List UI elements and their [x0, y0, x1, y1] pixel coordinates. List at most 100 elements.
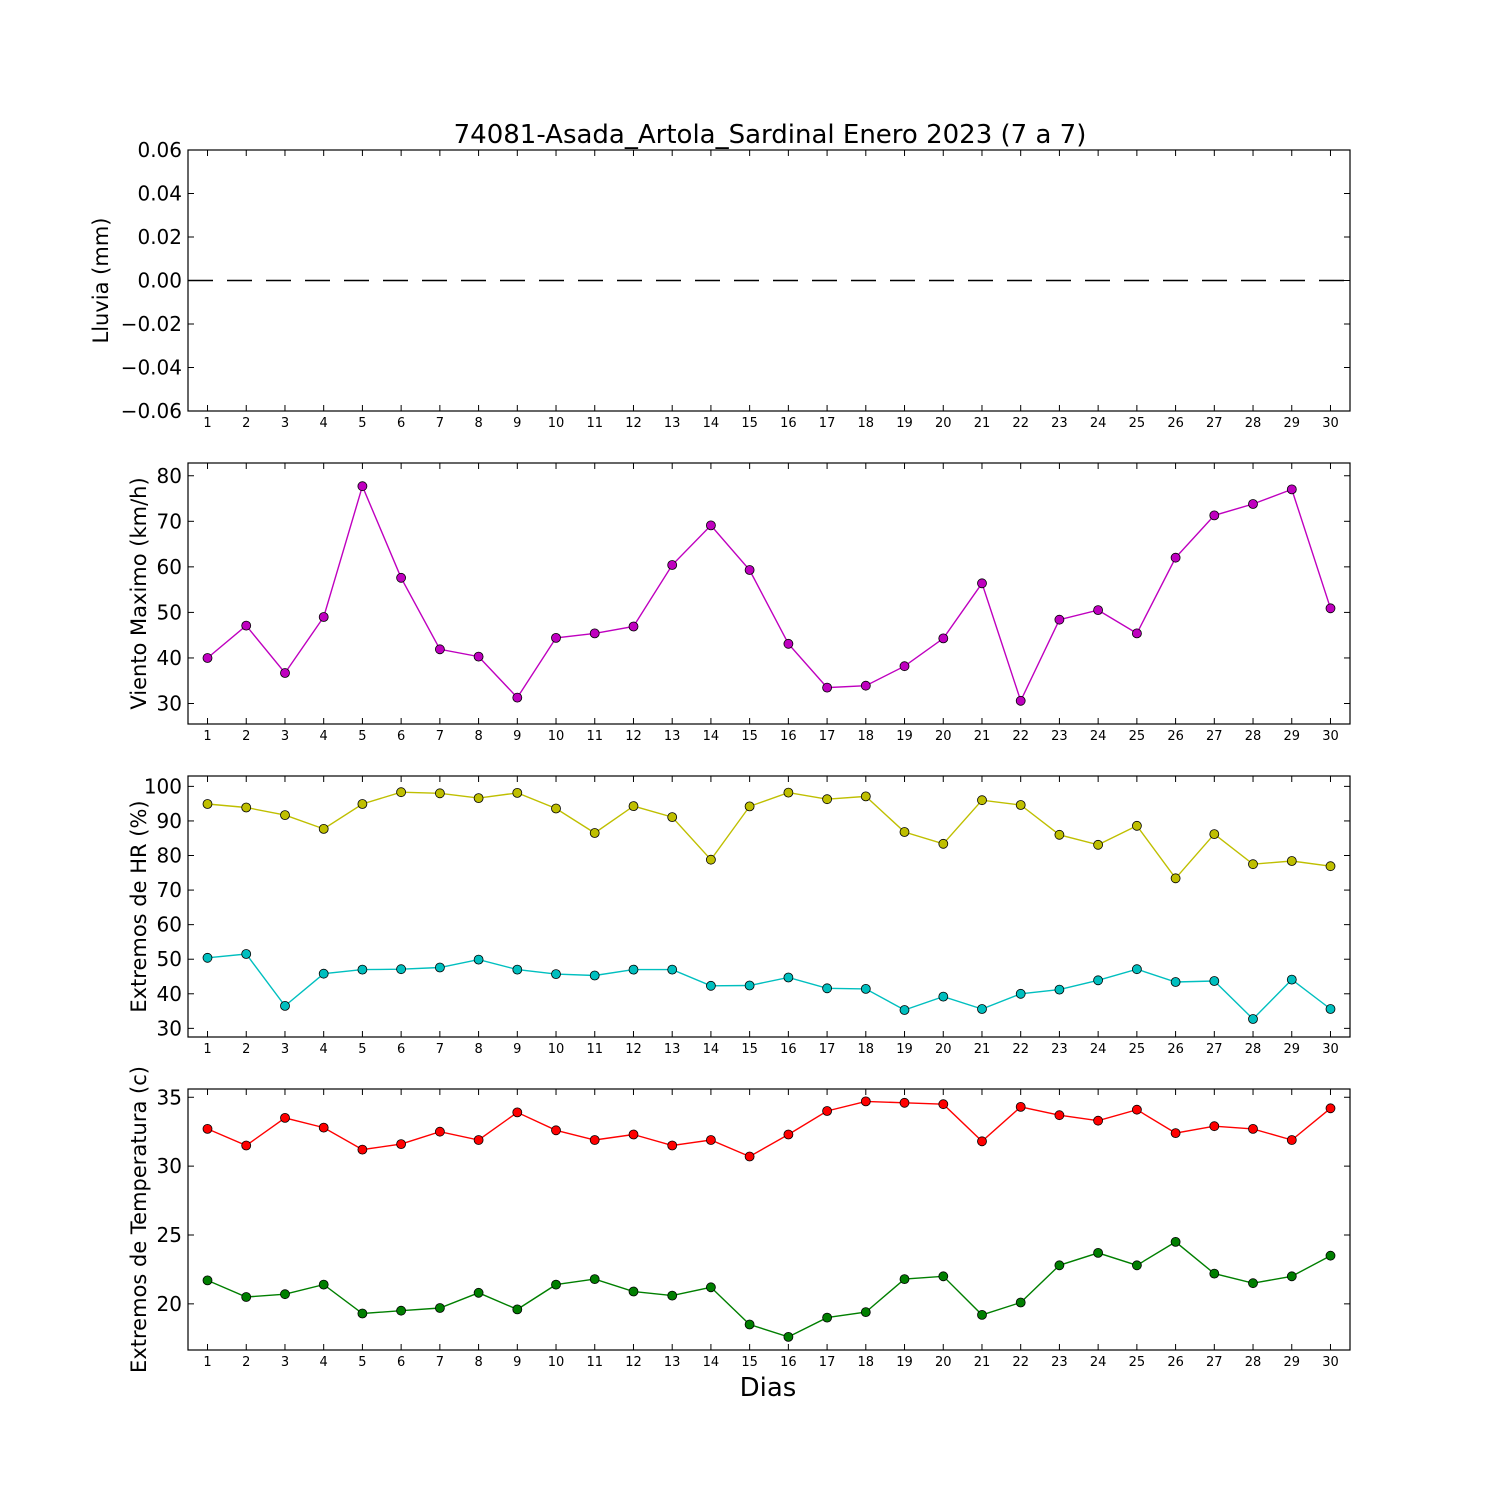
- x-tick-label: 1: [203, 1042, 211, 1057]
- data-point: [280, 810, 290, 820]
- data-point: [706, 854, 716, 865]
- x-tick-label: 14: [703, 416, 720, 431]
- x-tick-label: 22: [1012, 416, 1029, 431]
- data-point: [318, 1122, 329, 1133]
- data-point: [1209, 1121, 1220, 1132]
- data-point: [1093, 975, 1103, 986]
- data-point: [357, 1144, 368, 1155]
- x-tick-label: 10: [548, 416, 565, 431]
- x-tick-label: 3: [281, 1355, 289, 1370]
- data-point: [434, 962, 445, 973]
- data-point: [473, 793, 484, 803]
- x-tick-label: 24: [1090, 1355, 1107, 1370]
- y-tick-label: 30: [157, 692, 182, 716]
- data-point: [783, 1332, 794, 1342]
- data-point: [241, 802, 252, 813]
- x-tick-label: 15: [741, 1042, 758, 1057]
- x-tick-label: 8: [474, 1042, 482, 1057]
- data-point: [434, 644, 445, 655]
- data-point: [1170, 873, 1181, 884]
- data-point: [434, 1126, 445, 1137]
- x-tick-label: 10: [548, 1042, 565, 1057]
- y-tick-label: 50: [157, 600, 182, 624]
- data-point: [822, 1106, 832, 1116]
- x-tick-label: 29: [1283, 1042, 1300, 1057]
- x-tick-label: 3: [281, 416, 289, 431]
- y-tick-label: 0.00: [137, 269, 182, 293]
- data-point: [667, 1140, 678, 1151]
- x-tick-label: 11: [586, 729, 603, 744]
- data-point: [706, 980, 716, 991]
- data-point: [1132, 820, 1142, 831]
- data-point: [512, 692, 523, 703]
- x-tick-label: 28: [1245, 1042, 1262, 1057]
- x-tick-label: 21: [974, 416, 991, 431]
- data-point: [1209, 1268, 1220, 1279]
- x-tick-label: 14: [703, 1042, 720, 1057]
- x-tick-label: 17: [819, 1042, 836, 1057]
- plot-frame: [187, 775, 1351, 1038]
- data-point: [396, 964, 407, 975]
- data-point: [473, 954, 484, 965]
- data-point: [280, 1001, 290, 1011]
- data-point: [1325, 1250, 1336, 1261]
- x-tick-label: 22: [1012, 1042, 1029, 1057]
- x-tick-label: 27: [1206, 416, 1223, 431]
- x-tick-label: 25: [1129, 1042, 1146, 1057]
- x-tick-label: 1: [203, 416, 211, 431]
- data-point: [1132, 628, 1142, 639]
- x-tick-label: 16: [780, 416, 797, 431]
- x-tick-label: 13: [664, 729, 681, 744]
- data-point: [783, 972, 794, 983]
- x-tick-label: 12: [625, 416, 642, 431]
- x-tick-label: 14: [703, 1355, 720, 1370]
- data-point: [589, 628, 600, 639]
- data-point: [241, 1292, 252, 1302]
- data-point: [899, 661, 910, 672]
- data-point: [1054, 829, 1065, 840]
- data-point: [1132, 1104, 1142, 1115]
- data-point: [1286, 974, 1297, 985]
- x-tick-label: 21: [974, 1042, 991, 1057]
- data-point: [1248, 859, 1258, 870]
- x-tick-label: 10: [548, 729, 565, 744]
- x-tick-label: 2: [242, 416, 250, 431]
- series-line-1: [207, 1100, 1331, 1158]
- data-point: [783, 1129, 794, 1140]
- data-point: [473, 651, 484, 662]
- data-point: [396, 787, 407, 798]
- y-tick-label: 0.02: [137, 225, 182, 249]
- data-point: [667, 560, 678, 570]
- series-line-2: [207, 953, 1331, 1020]
- x-tick-label: 1: [203, 729, 211, 744]
- x-tick-label: 9: [513, 729, 521, 744]
- x-tick-label: 25: [1129, 416, 1146, 431]
- x-tick-label: 11: [586, 1042, 603, 1057]
- data-point: [744, 565, 755, 575]
- x-tick-label: 6: [397, 416, 405, 431]
- data-point: [1170, 552, 1181, 563]
- x-tick-label: 12: [625, 729, 642, 744]
- data-point: [783, 787, 794, 798]
- data-point: [1209, 510, 1220, 521]
- data-point: [667, 812, 678, 822]
- data-point: [1054, 1110, 1065, 1121]
- x-axis-label: Dias: [740, 1373, 797, 1403]
- x-tick-label: 23: [1051, 1355, 1068, 1370]
- data-point: [357, 964, 368, 975]
- y-tick-label: 25: [157, 1223, 182, 1247]
- x-tick-label: 6: [397, 1355, 405, 1370]
- x-tick-label: 7: [436, 1042, 444, 1057]
- x-tick-label: 15: [741, 416, 758, 431]
- data-point: [628, 964, 639, 975]
- y-tick-label: 30: [157, 1016, 182, 1040]
- data-point: [551, 803, 561, 814]
- y-axis-label: Viento Maximo (km/h): [127, 477, 151, 709]
- data-point: [357, 799, 368, 809]
- data-point: [1248, 1014, 1258, 1024]
- data-point: [1170, 1237, 1181, 1247]
- x-tick-label: 5: [358, 416, 366, 431]
- x-tick-label: 12: [625, 1355, 642, 1370]
- data-point: [1015, 800, 1026, 810]
- data-point: [1015, 988, 1026, 999]
